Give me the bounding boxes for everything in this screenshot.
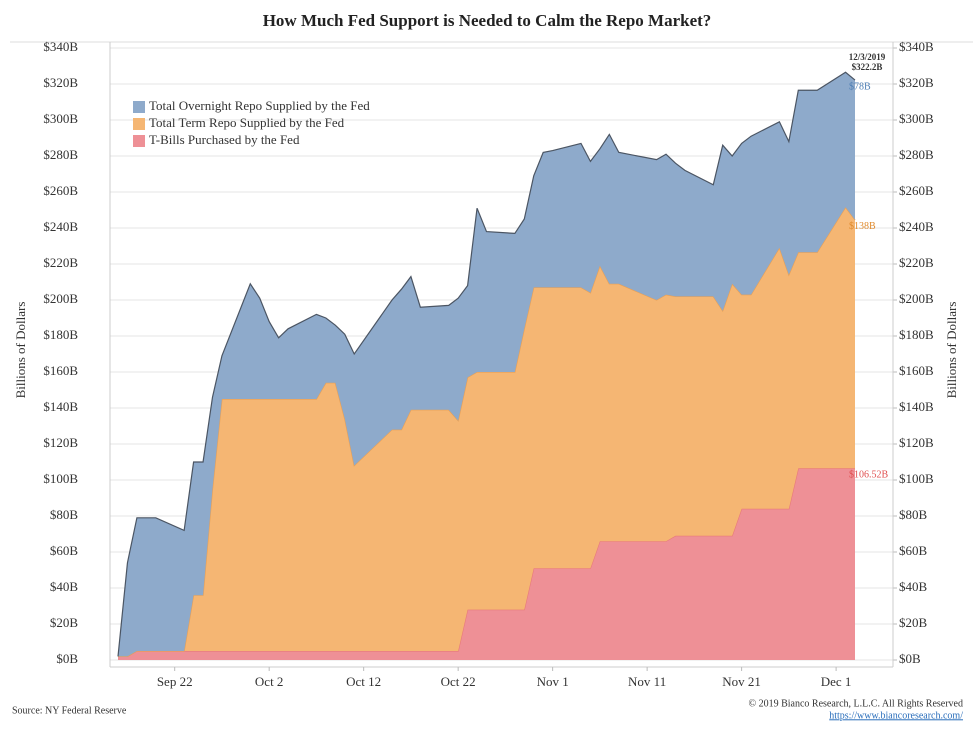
y-tick-label: $200B <box>43 291 78 306</box>
x-tick-label: Dec 1 <box>821 674 852 689</box>
y2-tick-label: $60B <box>899 543 928 558</box>
legend-label: T-Bills Purchased by the Fed <box>149 132 300 147</box>
y2-tick-label: $200B <box>899 291 934 306</box>
x-tick-label: Sep 22 <box>157 674 193 689</box>
area-edge <box>118 206 856 657</box>
y2-tick-label: $160B <box>899 363 934 378</box>
y2-tick-label: $120B <box>899 435 934 450</box>
value-label: $78B <box>849 81 871 92</box>
y-tick-label: $340B <box>43 39 78 54</box>
legend-label: Total Term Repo Supplied by the Fed <box>149 115 345 130</box>
y2-tick-label: $80B <box>899 507 928 522</box>
y2-tick-label: $220B <box>899 255 934 270</box>
y-tick-label: $140B <box>43 399 78 414</box>
y-tick-label: $180B <box>43 327 78 342</box>
y-axis-title: Billions of Dollars <box>13 302 28 399</box>
x-tick-label: Oct 12 <box>346 674 381 689</box>
y2-tick-label: $100B <box>899 471 934 486</box>
y-tick-label: $0B <box>56 651 78 666</box>
y-tick-label: $220B <box>43 255 78 270</box>
y-tick-label: $260B <box>43 183 78 198</box>
y2-tick-label: $20B <box>899 615 928 630</box>
copyright: © 2019 Bianco Research, L.L.C. All Right… <box>748 698 963 709</box>
legend-swatch <box>133 135 145 147</box>
y-tick-label: $60B <box>50 543 79 558</box>
link[interactable]: https://www.biancoresearch.com/ <box>829 710 963 721</box>
y2-tick-label: $240B <box>899 219 934 234</box>
y2-tick-label: $40B <box>899 579 928 594</box>
y-tick-label: $320B <box>43 75 78 90</box>
area-edge <box>117 71 856 657</box>
x-tick-label: Nov 1 <box>537 674 569 689</box>
legend-swatch <box>133 101 145 113</box>
x-tick-label: Nov 21 <box>722 674 761 689</box>
y2-tick-label: $140B <box>899 399 934 414</box>
y-tick-label: $300B <box>43 111 78 126</box>
x-tick-label: Nov 11 <box>628 674 666 689</box>
y2-tick-label: $300B <box>899 111 934 126</box>
y2-tick-label: $260B <box>899 183 934 198</box>
legend-label: Total Overnight Repo Supplied by the Fed <box>149 98 370 113</box>
source: Source: NY Federal Reserve <box>12 705 127 716</box>
y2-tick-label: $320B <box>899 75 934 90</box>
x-tick-label: Oct 2 <box>255 674 284 689</box>
legend-swatch <box>133 118 145 130</box>
value-label: $138B <box>849 221 876 232</box>
chart-title: How Much Fed Support is Needed to Calm t… <box>263 11 712 30</box>
y-tick-label: $240B <box>43 219 78 234</box>
y2-tick-label: $180B <box>899 327 934 342</box>
y-tick-label: $20B <box>50 615 79 630</box>
y2-tick-label: $340B <box>899 39 934 54</box>
y-tick-label: $120B <box>43 435 78 450</box>
area <box>118 72 855 657</box>
y2-axis-title: Billions of Dollars <box>944 302 959 399</box>
y-tick-label: $100B <box>43 471 78 486</box>
x-tick-label: Oct 22 <box>441 674 476 689</box>
y-tick-label: $280B <box>43 147 78 162</box>
area <box>118 207 855 657</box>
y2-tick-label: $0B <box>899 651 921 666</box>
y-tick-label: $80B <box>50 507 79 522</box>
area <box>118 468 855 660</box>
annotation-date: 12/3/2019 <box>849 52 886 62</box>
annotation-value: $322.2B <box>852 62 883 72</box>
y-tick-label: $40B <box>50 579 79 594</box>
y2-tick-label: $280B <box>899 147 934 162</box>
y-tick-label: $160B <box>43 363 78 378</box>
value-label: $106.52B <box>849 470 889 481</box>
